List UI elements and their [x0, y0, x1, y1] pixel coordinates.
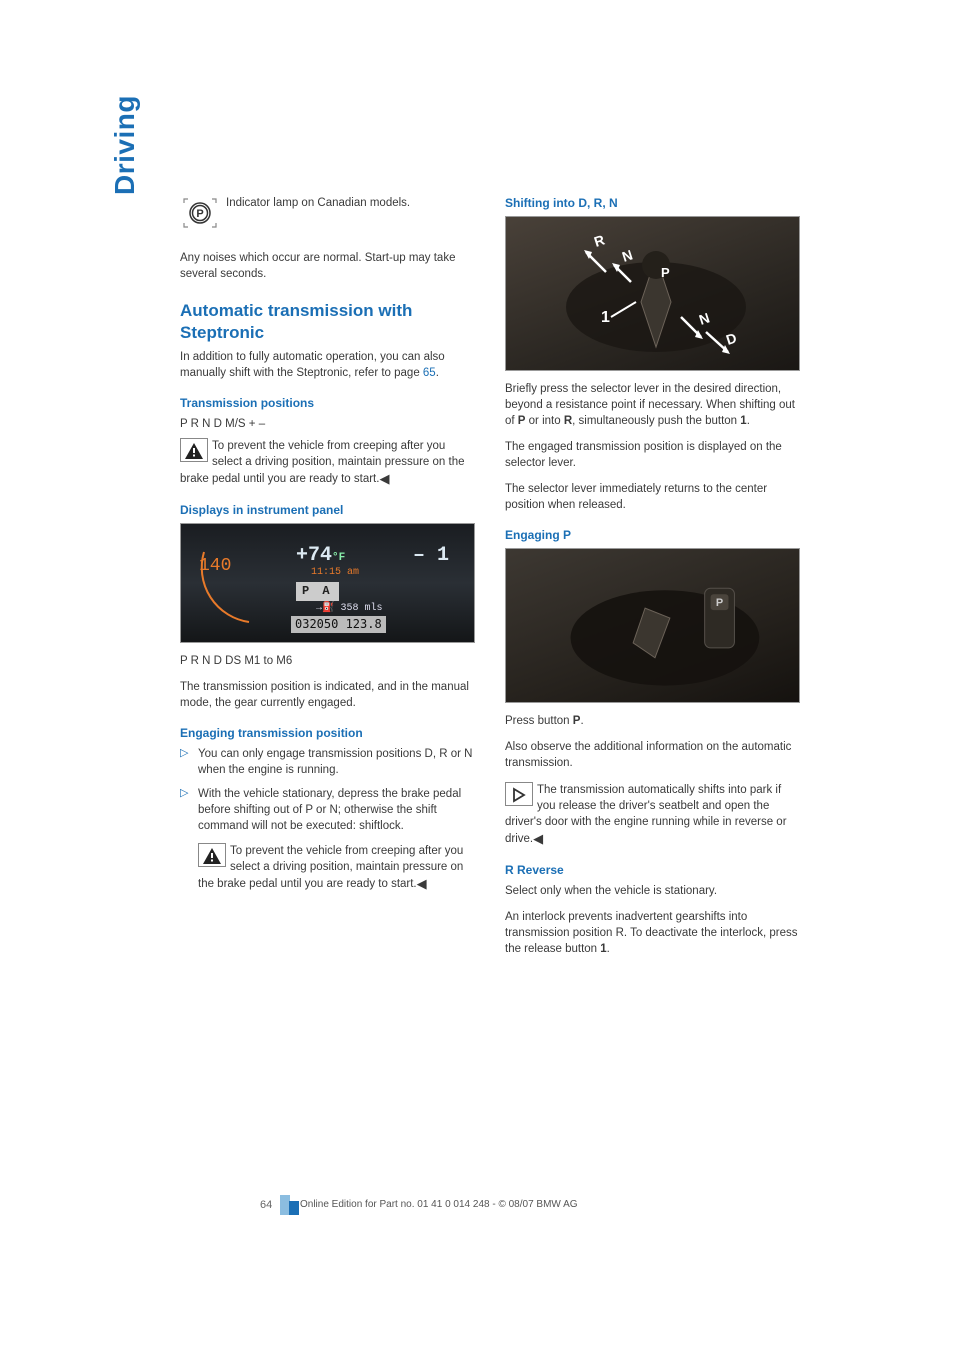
note-block: The transmission automatically shifts in… [505, 782, 800, 848]
reverse-1: Select only when the vehicle is stationa… [505, 883, 800, 899]
trans-indicated: The transmission position is indicated, … [180, 679, 475, 711]
intro-text: In addition to fully automatic operation… [180, 349, 475, 381]
list-item: You can only engage transmission positio… [180, 746, 475, 778]
selector-return-text: The selector lever immediately returns t… [505, 481, 800, 513]
heading-displays: Displays in instrument panel [180, 502, 475, 519]
heading-auto-trans: Automatic transmission with Steptronic [180, 300, 475, 343]
engaged-text: The engaged transmission position is dis… [505, 439, 800, 471]
prnd-line: P R N D M/S + – [180, 416, 475, 432]
heading-engaging-p: Engaging P [505, 527, 800, 544]
svg-text:D: D [724, 329, 739, 347]
heading-engaging-position: Engaging transmission position [180, 725, 475, 742]
svg-text:P: P [196, 208, 203, 220]
noises-text: Any noises which occur are normal. Start… [180, 250, 475, 282]
selector-lever-image: R N P N D 1 [505, 216, 800, 371]
page-number: 64 [260, 1198, 280, 1215]
engage-list: You can only engage transmission positio… [180, 746, 475, 893]
press-p: Press button P. [505, 713, 800, 729]
svg-text:R: R [592, 231, 607, 249]
list-item: With the vehicle stationary, depress the… [180, 786, 475, 893]
heading-shifting: Shifting into D, R, N [505, 195, 800, 212]
right-column: Shifting into D, R, N R N P N D 1 Briefl… [505, 195, 800, 967]
prnd-ds-line: P R N D DS M1 to M6 [180, 653, 475, 669]
footer-edition-text: Online Edition for Part no. 01 41 0 014 … [300, 1198, 578, 1212]
p-indicator-icon: P [180, 195, 220, 236]
svg-text:1: 1 [601, 309, 610, 326]
svg-text:N: N [620, 246, 635, 264]
warning-icon [198, 843, 226, 867]
instrument-panel-image: 140 +74°F – 1 11:15 am P A →⛽ 358 mls 03… [180, 523, 475, 643]
observe-text: Also observe the additional information … [505, 739, 800, 771]
indicator-lamp-block: P Indicator lamp on Canadian models. [180, 195, 475, 236]
indicator-text: Indicator lamp on Canadian models. [226, 197, 410, 209]
engage-p-image: P [505, 548, 800, 703]
svg-text:P: P [716, 597, 723, 609]
side-tab: Driving [105, 95, 144, 195]
note-icon [505, 782, 533, 806]
warning-1: To prevent the vehicle from creeping aft… [180, 438, 475, 488]
heading-trans-positions: Transmission positions [180, 395, 475, 412]
reverse-2: An interlock prevents inadvertent gearsh… [505, 909, 800, 957]
page-link-65[interactable]: 65 [423, 367, 436, 379]
main-content: P Indicator lamp on Canadian models. Any… [180, 195, 864, 967]
svg-text:P: P [661, 265, 670, 280]
warning-icon [180, 438, 208, 462]
shift-text: Briefly press the selector lever in the … [505, 381, 800, 429]
heading-reverse: R Reverse [505, 862, 800, 879]
left-column: P Indicator lamp on Canadian models. Any… [180, 195, 475, 967]
